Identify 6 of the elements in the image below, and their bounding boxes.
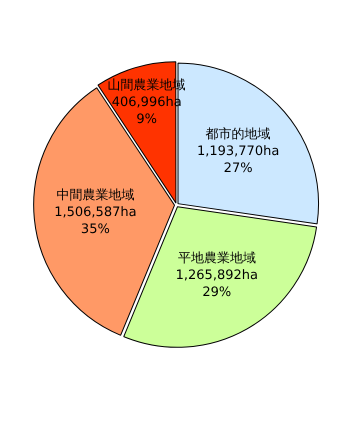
data-label: 1,265,892ha 29% <box>176 268 258 300</box>
slice-label: 都市的地域 <box>206 127 271 142</box>
data-label: 1,506,587ha 35% <box>54 205 137 238</box>
slice-label: 平地農業地域 <box>178 251 256 266</box>
slice-label: 中間農業地域 <box>56 188 134 204</box>
data-label: 1,193,770ha 27% <box>196 144 280 176</box>
